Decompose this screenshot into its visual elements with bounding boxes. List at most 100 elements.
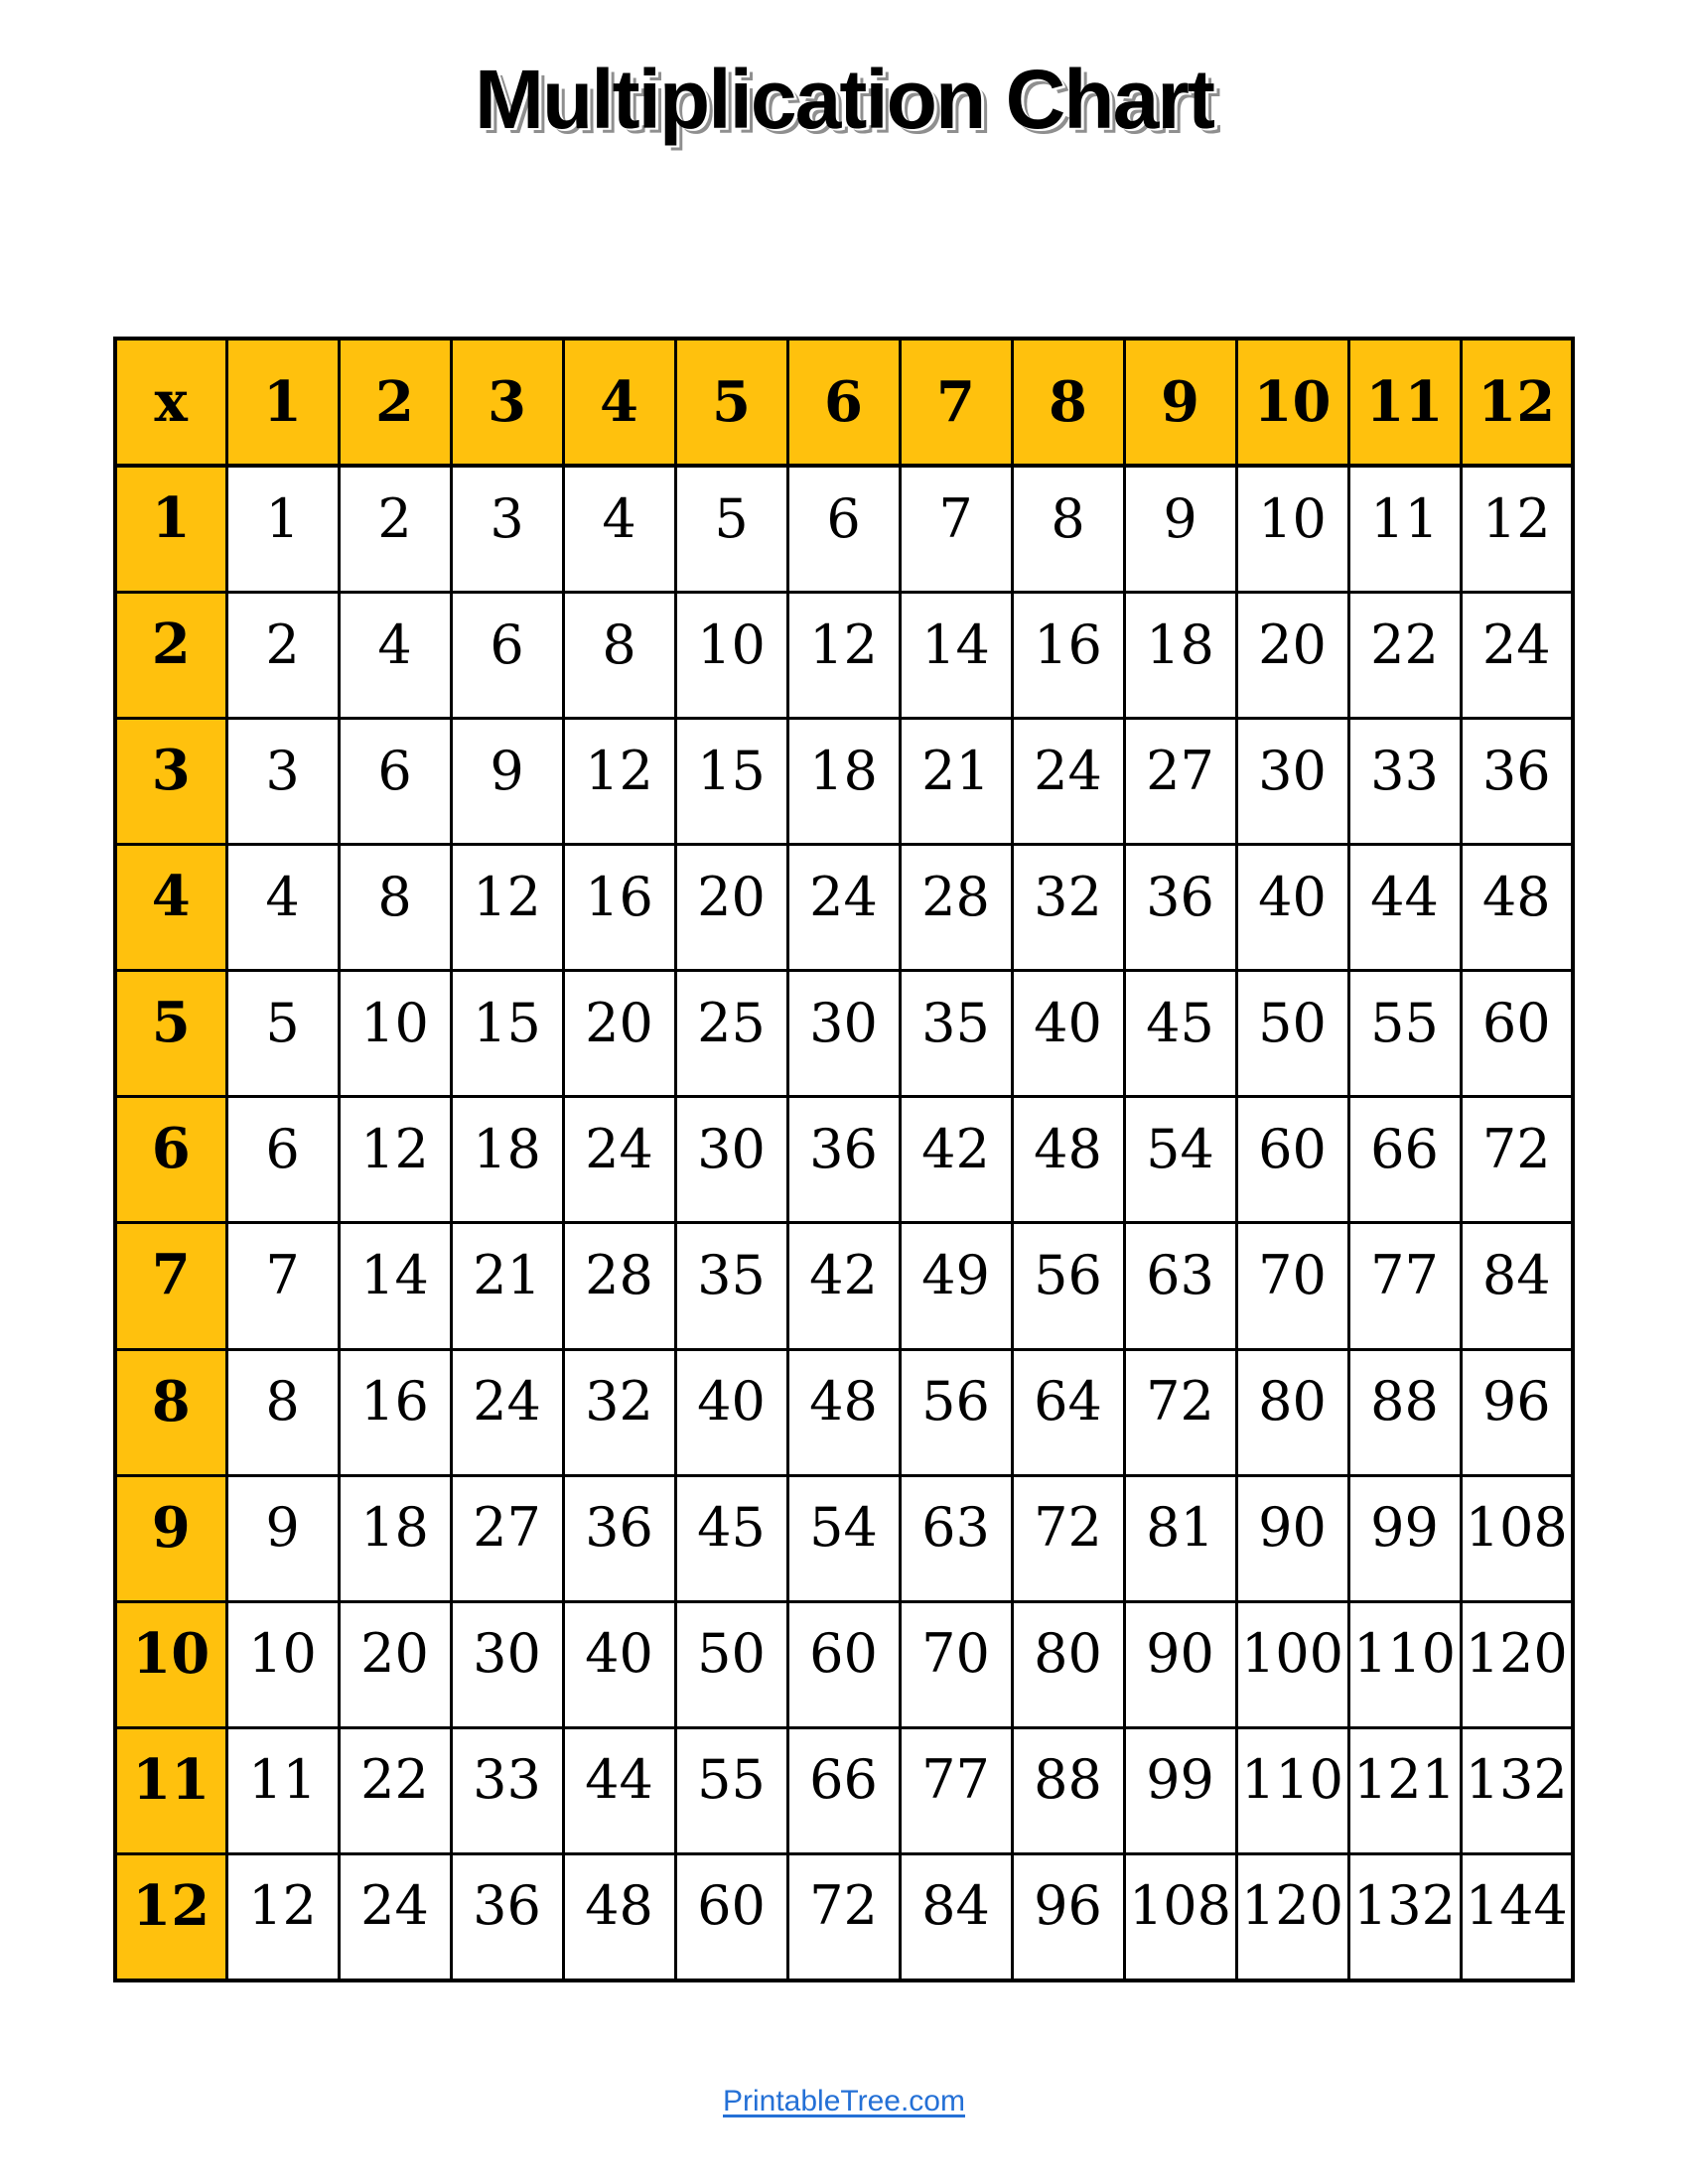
table-cell: 11 — [1346, 464, 1463, 595]
table-cell: 30 — [449, 1599, 565, 1729]
column-header: 3 — [449, 337, 565, 468]
table-cell: 12 — [337, 1095, 453, 1225]
table-cell: 80 — [1234, 1347, 1350, 1477]
column-header: 12 — [1459, 337, 1575, 468]
table-cell: 27 — [449, 1473, 565, 1603]
table-cell: 50 — [1234, 969, 1350, 1099]
table-cell: 10 — [337, 969, 453, 1099]
table-head-row: x 1 2 3 4 5 6 7 8 9 10 11 12 — [113, 337, 1575, 468]
table-cell: 96 — [1010, 1851, 1126, 1982]
table-cell: 24 — [561, 1095, 677, 1225]
table-cell: 72 — [1459, 1095, 1575, 1225]
table-cell: 20 — [1234, 591, 1350, 721]
table-cell: 99 — [1346, 1473, 1463, 1603]
table-cell: 3 — [224, 717, 341, 847]
table-cell: 45 — [1122, 969, 1238, 1099]
table-cell: 88 — [1346, 1347, 1463, 1477]
table-cell: 24 — [785, 843, 902, 973]
table-cell: 35 — [673, 1221, 789, 1351]
table-cell: 72 — [785, 1851, 902, 1982]
table-cell: 44 — [561, 1725, 677, 1855]
table-cell: 110 — [1346, 1599, 1463, 1729]
table-cell: 35 — [898, 969, 1014, 1099]
table-cell: 12 — [1459, 464, 1575, 595]
column-header: 2 — [337, 337, 453, 468]
table-cell: 77 — [1346, 1221, 1463, 1351]
table-cell: 12 — [785, 591, 902, 721]
table-cell: 72 — [1010, 1473, 1126, 1603]
table-cell: 32 — [1010, 843, 1126, 973]
table-cell: 6 — [224, 1095, 341, 1225]
table-cell: 25 — [673, 969, 789, 1099]
table-cell: 72 — [1122, 1347, 1238, 1477]
table-cell: 18 — [785, 717, 902, 847]
table-cell: 4 — [561, 464, 677, 595]
table-head: x 1 2 3 4 5 6 7 8 9 10 11 12 — [113, 337, 1575, 468]
table-cell: 9 — [224, 1473, 341, 1603]
table-row: 2 2 4 6 8 10 12 14 16 18 20 22 24 — [113, 591, 1575, 721]
table-cell: 22 — [1346, 591, 1463, 721]
table-cell: 4 — [337, 591, 453, 721]
table-cell: 108 — [1459, 1473, 1575, 1603]
table-cell: 80 — [1010, 1599, 1126, 1729]
table-cell: 12 — [224, 1851, 341, 1982]
column-header: 6 — [785, 337, 902, 468]
table-row: 3 3 6 9 12 15 18 21 24 27 30 33 36 — [113, 717, 1575, 847]
table-cell: 56 — [1010, 1221, 1126, 1351]
table-cell: 24 — [449, 1347, 565, 1477]
table-cell: 84 — [1459, 1221, 1575, 1351]
table-cell: 144 — [1459, 1851, 1575, 1982]
table-cell: 15 — [449, 969, 565, 1099]
table-cell: 60 — [1234, 1095, 1350, 1225]
table-cell: 40 — [1234, 843, 1350, 973]
table-cell: 28 — [561, 1221, 677, 1351]
table-corner-cell: x — [113, 337, 228, 468]
table-cell: 54 — [785, 1473, 902, 1603]
table-cell: 108 — [1122, 1851, 1238, 1982]
table-cell: 27 — [1122, 717, 1238, 847]
table-cell: 45 — [673, 1473, 789, 1603]
table-cell: 21 — [898, 717, 1014, 847]
table-cell: 10 — [1234, 464, 1350, 595]
table-row: 11 11 22 33 44 55 66 77 88 99 110 121 132 — [113, 1725, 1575, 1855]
table-cell: 15 — [673, 717, 789, 847]
table-cell: 8 — [561, 591, 677, 721]
table-cell: 11 — [224, 1725, 341, 1855]
row-header: 3 — [113, 717, 228, 847]
table-cell: 18 — [337, 1473, 453, 1603]
table-cell: 22 — [337, 1725, 453, 1855]
table-row: 6 6 12 18 24 30 36 42 48 54 60 66 72 — [113, 1095, 1575, 1225]
column-header: 11 — [1346, 337, 1463, 468]
table-cell: 64 — [1010, 1347, 1126, 1477]
table-row: 1 1 2 3 4 5 6 7 8 9 10 11 12 — [113, 464, 1575, 595]
table-cell: 18 — [1122, 591, 1238, 721]
table-cell: 2 — [337, 464, 453, 595]
table-cell: 30 — [1234, 717, 1350, 847]
table-cell: 8 — [337, 843, 453, 973]
table-cell: 28 — [898, 843, 1014, 973]
row-header: 1 — [113, 464, 228, 595]
column-header: 8 — [1010, 337, 1126, 468]
table-cell: 48 — [1459, 843, 1575, 973]
table-cell: 20 — [673, 843, 789, 973]
table-cell: 16 — [337, 1347, 453, 1477]
table-row: 4 4 8 12 16 20 24 28 32 36 40 44 48 — [113, 843, 1575, 973]
table-cell: 6 — [785, 464, 902, 595]
table-cell: 20 — [561, 969, 677, 1099]
table-cell: 16 — [1010, 591, 1126, 721]
row-header: 5 — [113, 969, 228, 1099]
table-cell: 7 — [898, 464, 1014, 595]
row-header: 12 — [113, 1851, 228, 1982]
table-cell: 48 — [785, 1347, 902, 1477]
table-cell: 66 — [1346, 1095, 1463, 1225]
table-cell: 7 — [224, 1221, 341, 1351]
footer-link[interactable]: PrintableTree.com — [723, 2085, 965, 2117]
row-header: 6 — [113, 1095, 228, 1225]
table-cell: 6 — [337, 717, 453, 847]
table-cell: 54 — [1122, 1095, 1238, 1225]
table-cell: 3 — [449, 464, 565, 595]
table-cell: 48 — [561, 1851, 677, 1982]
page-title: Multiplication Chart — [475, 53, 1215, 146]
table-cell: 63 — [898, 1473, 1014, 1603]
